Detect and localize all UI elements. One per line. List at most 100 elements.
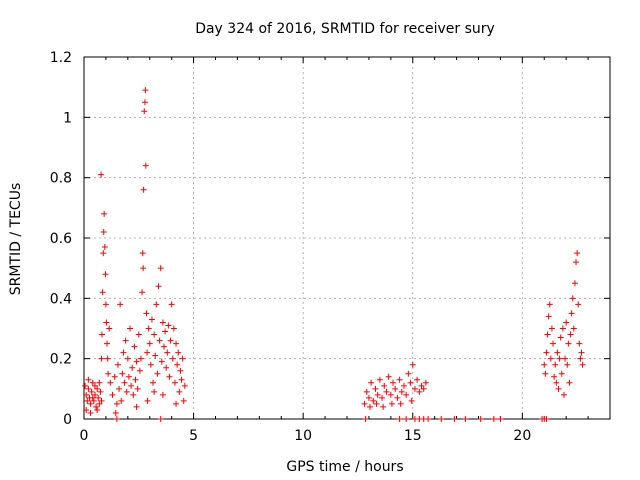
data-point — [90, 397, 97, 404]
data-point — [176, 388, 183, 395]
data-point — [177, 367, 184, 374]
data-point — [554, 349, 561, 356]
data-point — [135, 331, 142, 338]
data-point — [175, 349, 182, 356]
data-point — [567, 331, 574, 338]
y-tick-label: 1 — [63, 110, 72, 126]
data-point — [575, 301, 582, 308]
x-tick-label: 15 — [404, 428, 422, 444]
data-point — [168, 301, 175, 308]
data-point — [106, 325, 113, 332]
data-point — [408, 397, 415, 404]
data-point — [405, 370, 412, 377]
data-point — [82, 382, 89, 389]
data-point — [151, 388, 158, 395]
data-point — [365, 394, 372, 401]
data-point — [163, 364, 170, 371]
y-axis-label: SRMTID / TECUs — [8, 183, 24, 296]
data-point — [571, 280, 578, 287]
data-point — [451, 416, 458, 422]
data-point — [544, 331, 551, 338]
data-point — [118, 397, 125, 404]
data-point — [141, 99, 148, 106]
data-point — [173, 340, 180, 347]
data-point — [94, 385, 101, 392]
data-point — [574, 250, 581, 257]
data-point — [87, 409, 94, 416]
data-point — [543, 349, 550, 356]
data-point — [99, 289, 106, 296]
data-point — [140, 186, 147, 193]
data-point — [462, 416, 469, 422]
data-point — [396, 376, 403, 383]
data-point — [96, 400, 103, 407]
x-tick-label: 10 — [294, 428, 312, 444]
data-point — [174, 361, 181, 368]
data-point — [114, 361, 121, 368]
data-point — [156, 337, 163, 344]
data-point — [104, 355, 111, 362]
data-point — [179, 355, 186, 362]
data-point — [385, 373, 392, 380]
data-point — [398, 388, 405, 395]
data-point — [124, 355, 131, 362]
data-point — [155, 283, 162, 290]
data-point — [142, 87, 149, 94]
data-point — [139, 289, 146, 296]
data-point — [570, 325, 577, 332]
data-point — [134, 385, 141, 392]
data-point — [133, 358, 140, 365]
data-point — [394, 394, 401, 401]
data-point — [578, 349, 585, 356]
data-point — [130, 391, 137, 398]
data-point — [374, 391, 381, 398]
data-point — [145, 325, 152, 332]
data-point — [98, 331, 105, 338]
plot-frame — [83, 56, 611, 420]
data-point — [144, 397, 151, 404]
data-point — [367, 403, 374, 410]
data-point — [125, 373, 132, 380]
data-point — [121, 379, 128, 386]
data-point — [438, 416, 445, 422]
data-point — [548, 325, 555, 332]
data-point — [91, 391, 98, 398]
data-point — [390, 379, 397, 386]
data-point — [403, 391, 410, 398]
x-axis-ticks: 0 5 10 15 20 — [80, 57, 589, 444]
data-point — [164, 349, 171, 356]
data-point — [142, 162, 149, 169]
data-point — [542, 370, 549, 377]
data-point — [144, 349, 151, 356]
data-point — [553, 379, 560, 386]
x-axis-label: GPS time / hours — [286, 459, 403, 475]
data-point — [131, 343, 138, 350]
data-point — [497, 416, 504, 422]
data-point — [566, 379, 573, 386]
data-point — [372, 385, 379, 392]
y-tick-label: 0 — [63, 412, 72, 428]
data-point — [555, 385, 562, 392]
y-tick-label: 1.2 — [50, 50, 72, 66]
data-point — [546, 301, 553, 308]
data-point — [167, 337, 174, 344]
data-point — [129, 364, 136, 371]
data-point — [103, 319, 110, 326]
data-point — [400, 382, 407, 389]
data-point — [543, 416, 550, 422]
data-point — [547, 355, 554, 362]
data-point — [150, 379, 157, 386]
data-point — [425, 416, 432, 422]
grid-lines — [84, 57, 610, 419]
data-point — [100, 228, 107, 235]
data-point — [85, 376, 92, 383]
data-point — [96, 379, 103, 386]
data-point — [83, 406, 90, 413]
data-point — [85, 385, 92, 392]
data-point — [477, 416, 484, 422]
data-point — [383, 388, 390, 395]
y-tick-label: 0.2 — [50, 352, 72, 368]
data-points — [82, 87, 586, 422]
data-point — [133, 403, 140, 410]
data-point — [171, 379, 178, 386]
